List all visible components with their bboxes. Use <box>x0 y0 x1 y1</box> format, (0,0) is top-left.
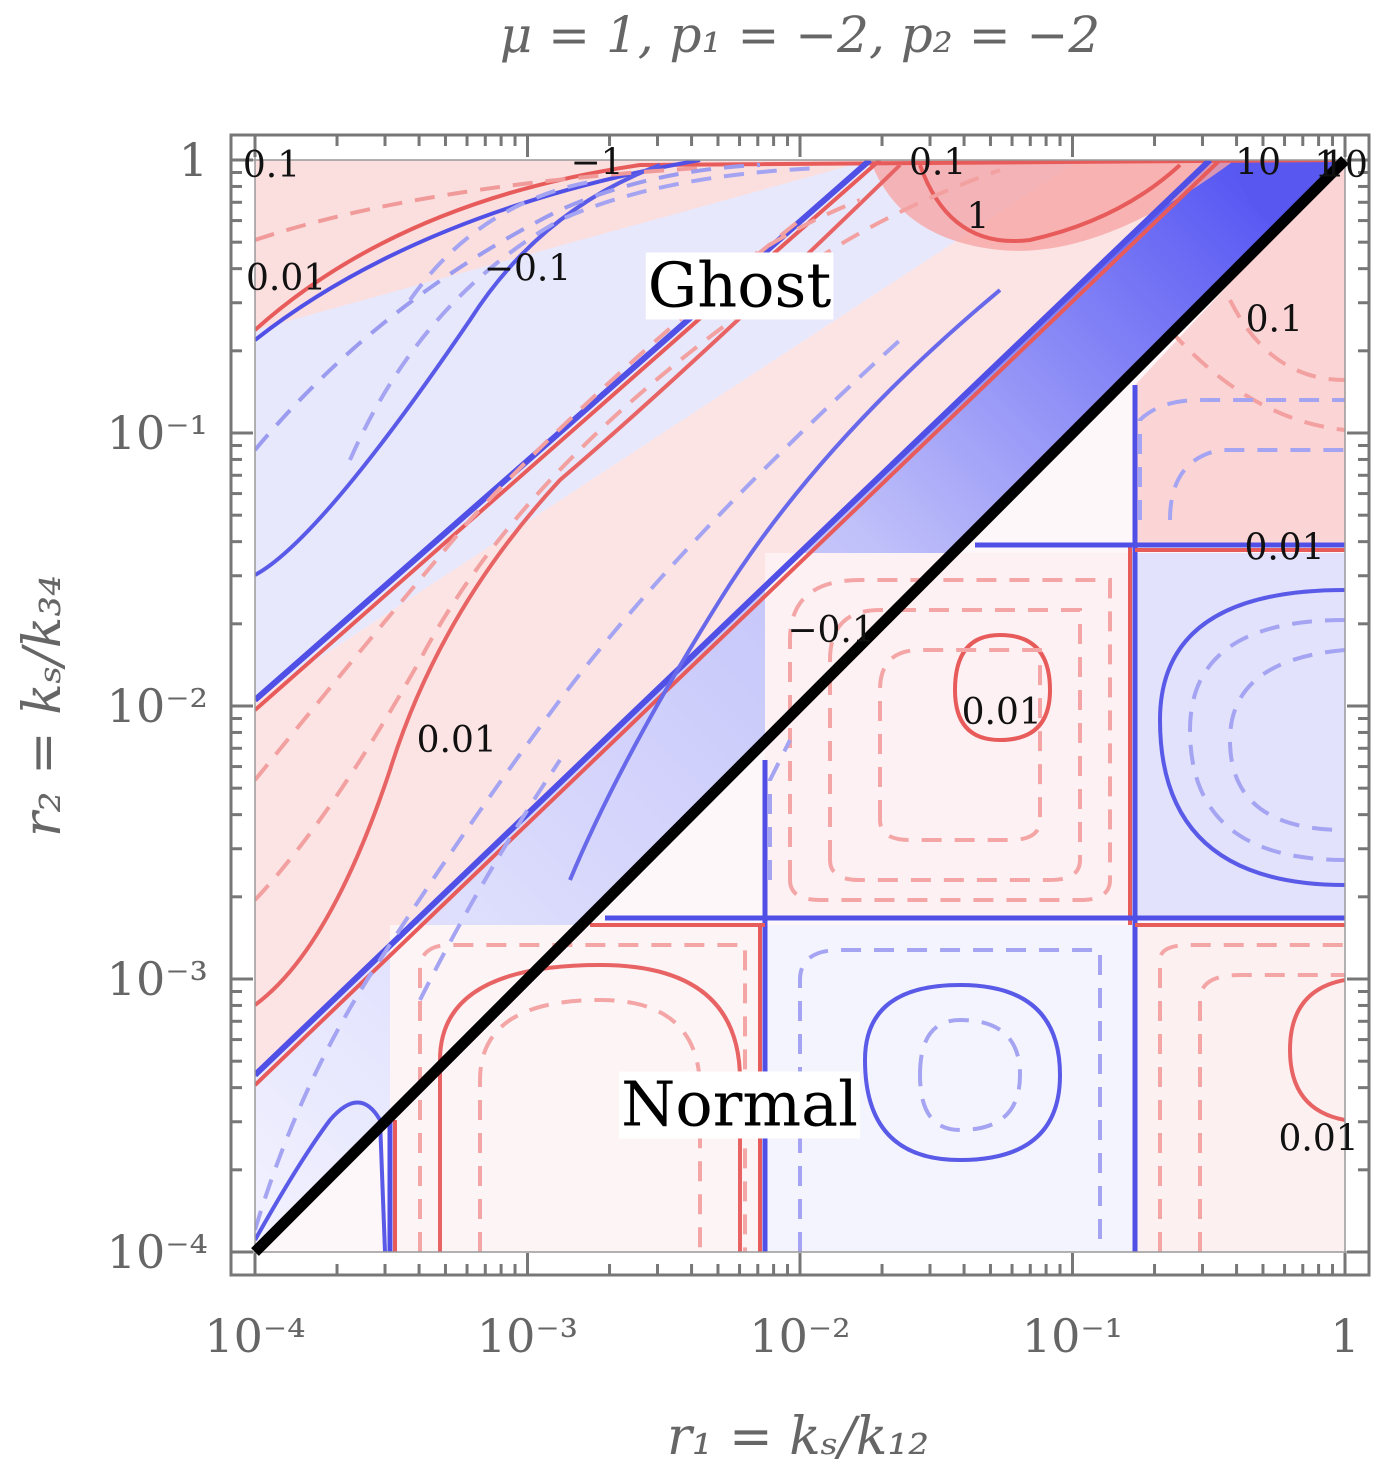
contour-label: 0.01 <box>1279 1119 1359 1160</box>
dash-blue-a <box>255 163 761 452</box>
x-axis-label: r₁ = kₛ/k₁₂ <box>667 1407 929 1467</box>
contour-label: 10 <box>1322 145 1368 186</box>
dash-blue-bottom-1 <box>798 948 1102 1252</box>
contour-red-2 <box>255 160 882 712</box>
contour-label: 0.1 <box>1246 300 1303 341</box>
dash-red-center-1 <box>788 578 1112 902</box>
contour-blue-right-loop <box>1157 588 1345 887</box>
contour-label: 10 <box>1235 142 1281 183</box>
dash-blue-b <box>348 166 821 461</box>
dash-red-a <box>255 166 701 242</box>
dash-red-b <box>255 168 1001 902</box>
contour-label: −0.1 <box>787 610 874 651</box>
y-tick-label: 10⁻³ <box>107 952 208 1006</box>
y-tick-label: 10⁻¹ <box>107 406 208 460</box>
contour-blue-2 <box>255 160 872 703</box>
dash-blue-bottom-2 <box>917 1017 1023 1133</box>
contour-label: 0.01 <box>1244 528 1324 569</box>
dash-red-center-2 <box>828 608 1082 882</box>
contour-label: 0.01 <box>962 692 1042 733</box>
contour-label: 0.01 <box>246 258 326 299</box>
contour-red-loop-middle <box>255 163 902 1007</box>
x-tick-label: 10⁻¹ <box>1022 1309 1123 1363</box>
region-label-normal: Normal <box>619 1067 860 1140</box>
contour-blue-lower-left <box>255 1100 387 1252</box>
contour-label: −0.1 <box>484 249 571 290</box>
contour-label: 0.01 <box>417 720 497 761</box>
cell-red-right-bottom <box>1135 925 1345 1252</box>
dash-blue-tl-2 <box>1138 398 1345 520</box>
contour-red-center-loop <box>952 632 1053 743</box>
dash-red-right-2 <box>1198 973 1345 1252</box>
x-tick-label: 10⁻³ <box>477 1309 578 1363</box>
dash-blue-tl-1 <box>768 739 792 880</box>
cell-red-center <box>765 553 1135 918</box>
contour-blue-loop-upper <box>255 163 661 577</box>
contour-label: 0.1 <box>243 145 300 186</box>
region-label-box <box>645 252 834 320</box>
diagonal-line <box>251 156 1349 1256</box>
region-label-text: Normal <box>621 1067 858 1140</box>
dash-red-e <box>1168 328 1345 432</box>
dash-blue-right-1 <box>1187 618 1345 862</box>
dash-blue-right-2 <box>1227 648 1345 832</box>
region-label-box <box>619 1071 860 1139</box>
region-label-text: Ghost <box>648 248 832 321</box>
y-axis-label: r₂ = kₛ/k₃₄ <box>13 575 73 837</box>
region-label-ghost: Ghost <box>645 248 834 321</box>
contour-red-upper <box>255 160 1345 332</box>
contour-label: 1 <box>967 197 990 238</box>
contour-blue-diag-inner <box>568 288 1002 881</box>
dash-blue-e <box>418 758 562 1001</box>
dash-red-center-3 <box>878 648 1042 842</box>
y-tick-label: 1 <box>179 133 208 187</box>
dash-blue-tl-3 <box>1168 448 1345 521</box>
contour-red-left-loop <box>438 962 742 1252</box>
contour-label: −1 <box>571 142 624 183</box>
x-tick-label: 10⁻² <box>749 1309 850 1363</box>
x-tick-label: 10⁻⁴ <box>204 1309 305 1363</box>
dash-red-right-1 <box>1158 943 1345 1252</box>
dash-red-left-2 <box>418 943 747 1252</box>
contour-red-1 <box>918 163 1182 243</box>
dash-red-f <box>1228 299 1345 382</box>
dash-red-left-1 <box>478 997 702 1252</box>
y-tick-label: 10⁻² <box>107 679 208 733</box>
cell-blue-right <box>1135 553 1345 918</box>
contour-blue-bottom-loop <box>862 982 1063 1163</box>
contour-label: 0.1 <box>909 142 966 183</box>
dash-red-d <box>688 198 861 307</box>
x-tick-label: 1 <box>1330 1309 1359 1363</box>
contour-blue-3 <box>255 160 1213 1078</box>
contour-red-right-loop <box>1287 978 1345 1122</box>
contour-label: 1 <box>1314 145 1337 186</box>
chart-title: μ = 1, p₁ = −2, p₂ = −2 <box>500 6 1100 64</box>
dash-blue-c <box>408 178 601 302</box>
y-tick-label: 10⁻⁴ <box>107 1225 208 1279</box>
dash-blue-d <box>255 338 902 1231</box>
contour-red-3 <box>255 160 1222 1087</box>
